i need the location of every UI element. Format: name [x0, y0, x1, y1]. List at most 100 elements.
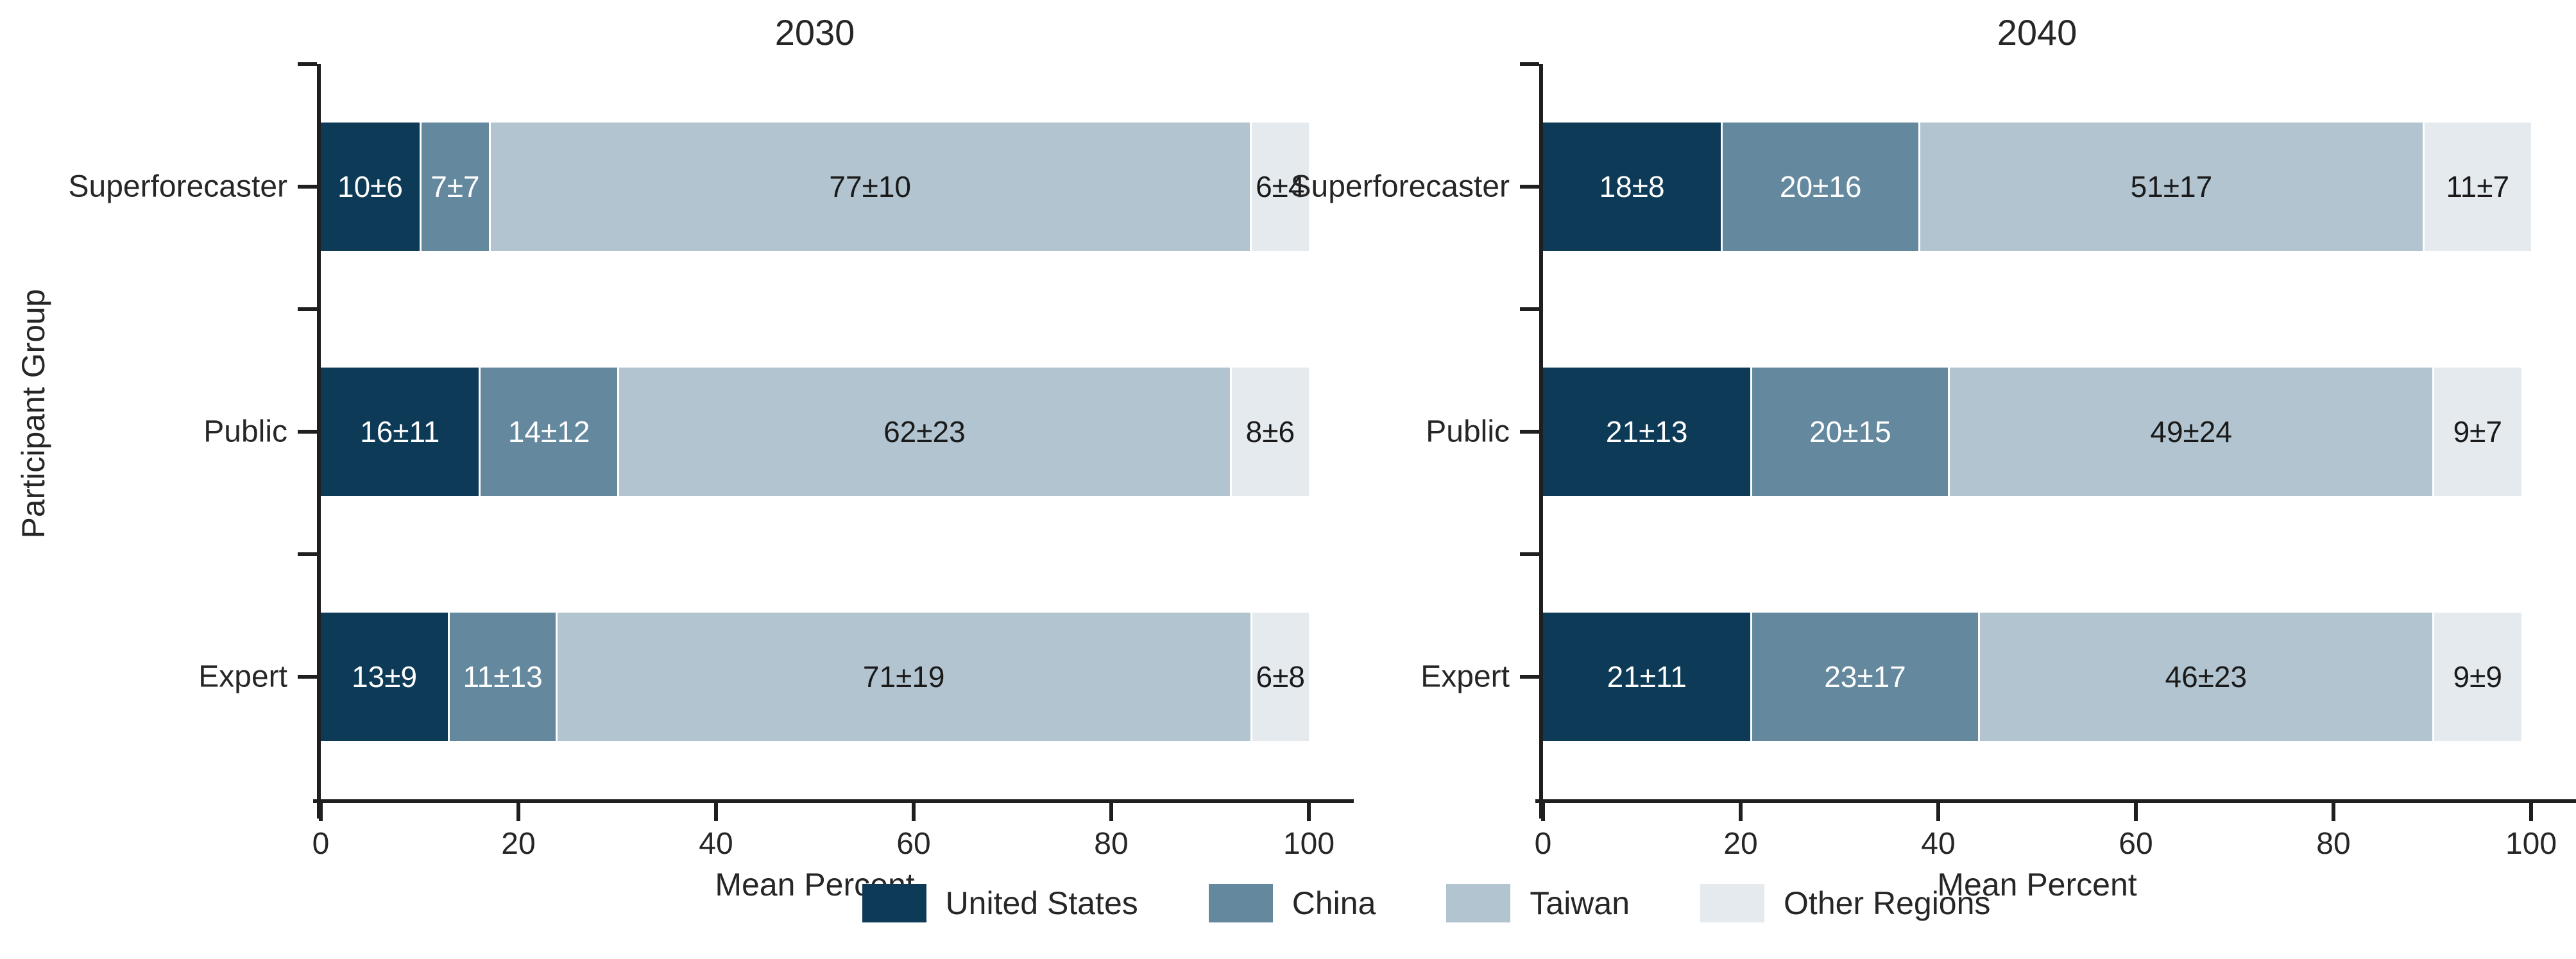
x-tick-label: 60	[2119, 827, 2153, 861]
x-axis-line	[313, 799, 1354, 803]
y-tick	[1520, 62, 1539, 66]
x-tick-label: 40	[699, 827, 733, 861]
chart-panel-2040: 2040 Mean Percent Superforecaster 18±8 20±…	[1290, 12, 2576, 901]
x-tick-label: 80	[1094, 827, 1129, 861]
bar-segment-taiwan: 46±23	[1977, 612, 2432, 741]
y-tick	[298, 430, 317, 434]
bar-segment-china: 7±7	[420, 123, 489, 251]
y-axis-title: Participant Group	[15, 289, 51, 539]
bar-segment-label: 49±24	[2150, 415, 2232, 448]
bar-segment-label: 9±7	[2453, 415, 2502, 448]
legend: United States China Taiwan Other Regions	[321, 884, 2532, 922]
y-tick	[1520, 552, 1539, 556]
bar-row-expert: 13±9 11±13 71±19 6±8	[321, 612, 1309, 741]
x-tick	[2529, 803, 2533, 821]
bar-segment-china: 11±13	[448, 612, 556, 741]
y-tick	[298, 62, 317, 66]
bar-segment-label: 6±4	[1256, 170, 1305, 203]
x-tick-label: 80	[2316, 827, 2351, 861]
bar-segment-taiwan: 71±19	[555, 612, 1250, 741]
x-tick	[1739, 803, 1743, 821]
bar-segment-label: 20±15	[1809, 415, 1891, 448]
bar-segment-united-states: 16±11	[321, 368, 479, 496]
bar-row-superforecaster: 18±8 20±16 51±17 11±7	[1543, 123, 2531, 251]
bar-segment-label: 7±7	[431, 170, 480, 203]
x-tick	[319, 803, 323, 821]
category-label-expert: Expert	[198, 659, 287, 694]
bar-segment-other-regions: 8±6	[1229, 368, 1309, 496]
bar-segment-united-states: 21±11	[1543, 612, 1751, 741]
bar-segment-label: 14±12	[508, 415, 590, 448]
bar-segment-other-regions: 6±8	[1250, 612, 1309, 741]
bar-row-superforecaster: 10±6 7±7 77±10 6±4	[321, 123, 1309, 251]
x-tick	[714, 803, 718, 821]
legend-swatch	[1446, 884, 1511, 922]
bar-segment-label: 77±10	[829, 170, 911, 203]
y-tick	[298, 307, 317, 311]
chart-title: 2030	[774, 12, 855, 53]
x-tick-label: 100	[1283, 827, 1335, 861]
bar-segment-other-regions: 9±7	[2432, 368, 2521, 496]
bar-segment-label: 6±8	[1256, 659, 1305, 693]
bar-segment-label: 23±17	[1824, 659, 1906, 693]
x-tick	[1936, 803, 1940, 821]
x-tick-label: 20	[1723, 827, 1758, 861]
bar-row-public: 21±13 20±15 49±24 9±7	[1543, 368, 2531, 496]
bar-segment-china: 20±15	[1750, 368, 1949, 496]
bar-segment-united-states: 18±8	[1543, 123, 1721, 251]
legend-swatch	[862, 884, 926, 922]
chart-panel-2030: 2030 Mean Percent Superforecaster 10±6 7±7…	[68, 12, 1354, 901]
x-tick	[1541, 803, 1545, 821]
category-label-expert: Expert	[1420, 659, 1510, 694]
y-tick	[1520, 430, 1539, 434]
legend-label: Taiwan	[1530, 885, 1630, 921]
x-tick-label: 60	[896, 827, 931, 861]
bar-segment-label: 20±16	[1779, 170, 1862, 203]
bar-segment-united-states: 21±13	[1543, 368, 1751, 496]
bar-segment-label: 13±9	[352, 659, 418, 693]
legend-item-china: China	[1208, 884, 1376, 922]
bar-segment-label: 11±7	[2446, 170, 2510, 203]
bar-segment-label: 18±8	[1599, 170, 1665, 203]
x-axis-line	[1535, 799, 2576, 803]
bar-segment-label: 11±13	[463, 659, 543, 693]
x-tick	[912, 803, 916, 821]
bar-segment-label: 46±23	[2165, 659, 2248, 693]
legend-label: Other Regions	[1784, 885, 1991, 921]
bar-segment-taiwan: 51±17	[1918, 123, 2423, 251]
x-tick-label: 0	[1534, 827, 1552, 861]
y-tick	[298, 552, 317, 556]
x-tick	[516, 803, 520, 821]
bar-segment-other-regions: 11±7	[2422, 123, 2531, 251]
y-tick	[1520, 307, 1539, 311]
legend-item-taiwan: Taiwan	[1446, 884, 1630, 922]
legend-label: China	[1292, 885, 1376, 921]
bar-segment-label: 10±6	[337, 170, 403, 203]
bar-segment-united-states: 13±9	[321, 612, 448, 741]
bar-segment-label: 21±13	[1605, 415, 1688, 448]
x-tick	[1307, 803, 1311, 821]
legend-swatch	[1208, 884, 1273, 922]
legend-item-united-states: United States	[862, 884, 1138, 922]
bar-segment-label: 16±11	[360, 415, 440, 448]
bar-segment-label: 51±17	[2130, 170, 2213, 203]
bar-segment-label: 21±11	[1607, 659, 1687, 693]
bar-segment-china: 20±16	[1721, 123, 1919, 251]
category-label-public: Public	[1426, 414, 1510, 449]
x-tick	[2134, 803, 2138, 821]
bar-segment-taiwan: 49±24	[1948, 368, 2432, 496]
x-tick-label: 40	[1921, 827, 1956, 861]
x-tick	[2332, 803, 2335, 821]
bar-segment-label: 8±6	[1245, 415, 1295, 448]
bar-segment-china: 14±12	[479, 368, 617, 496]
bar-segment-china: 23±17	[1750, 612, 1978, 741]
legend-item-other-regions: Other Regions	[1700, 884, 1990, 922]
chart-title: 2040	[1997, 12, 2077, 53]
x-axis-title: Mean Percent	[1937, 867, 2137, 903]
bar-segment-label: 62±23	[883, 415, 966, 448]
y-tick	[1520, 185, 1539, 189]
bar-segment-taiwan: 77±10	[488, 123, 1250, 251]
x-tick-label: 0	[312, 827, 330, 861]
bar-segment-label: 9±9	[2453, 659, 2502, 693]
